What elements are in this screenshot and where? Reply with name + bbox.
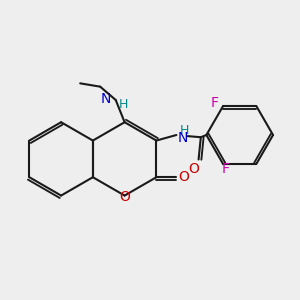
Text: H: H <box>180 124 189 137</box>
Text: H: H <box>119 98 128 111</box>
Text: O: O <box>119 190 130 204</box>
Text: O: O <box>179 170 190 184</box>
Text: F: F <box>221 162 229 176</box>
Text: O: O <box>189 162 200 176</box>
Text: N: N <box>178 131 188 145</box>
Text: F: F <box>210 96 218 110</box>
Text: N: N <box>101 92 111 106</box>
